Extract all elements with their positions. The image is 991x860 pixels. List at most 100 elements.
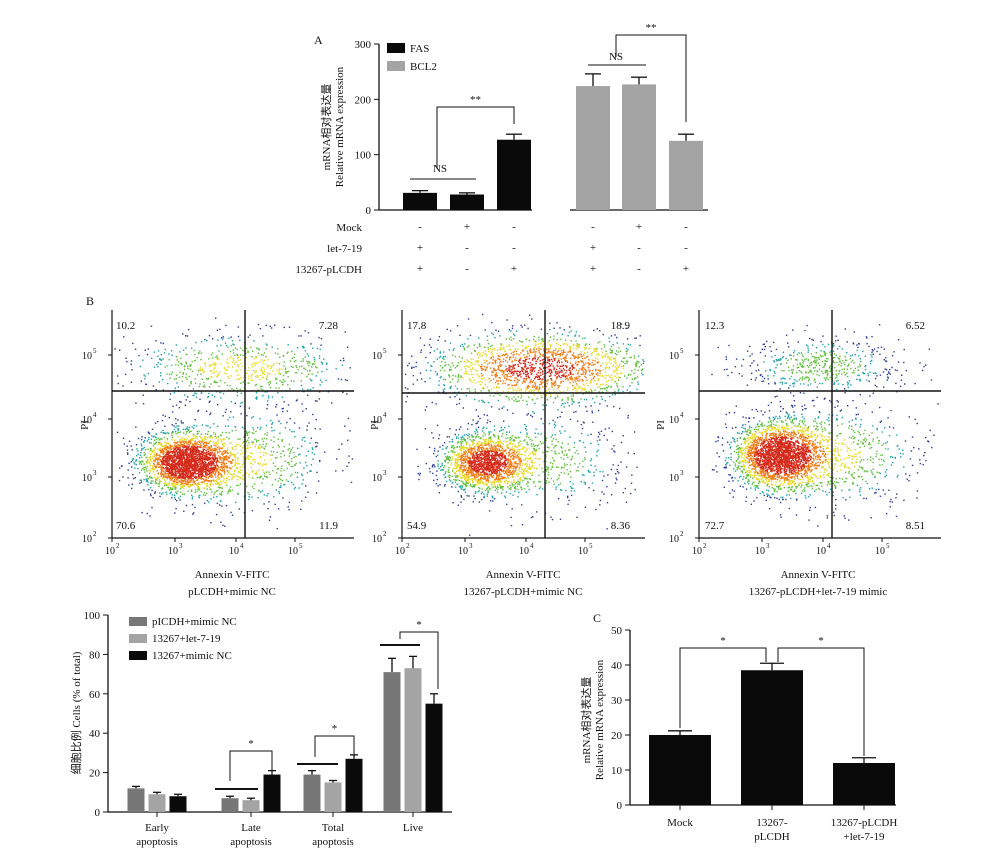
- flow-dot: [184, 468, 187, 471]
- flow-dot: [190, 484, 192, 486]
- flow-dot: [462, 476, 464, 478]
- flow-dot: [171, 452, 174, 454]
- flow-dot: [231, 453, 234, 455]
- flow-dot: [197, 432, 199, 434]
- flow-dot: [143, 441, 145, 443]
- flow-dot: [162, 429, 164, 432]
- flow-dot: [188, 448, 190, 450]
- flow-plot-2-sublabel: 13267-pLCDH+mimic NC: [464, 586, 583, 598]
- flow-dot: [463, 450, 465, 452]
- flow-dot: [465, 467, 468, 469]
- flow-dot: [478, 501, 481, 503]
- flow-dot: [210, 445, 212, 447]
- flow-dot: [273, 451, 275, 453]
- flow-dot: [230, 375, 232, 377]
- flow-dot: [167, 443, 170, 445]
- flow-dot: [485, 459, 487, 461]
- flow-dot: [215, 317, 217, 319]
- flow-dot: [513, 452, 515, 454]
- flow-dot: [203, 381, 205, 384]
- flow-dot: [171, 473, 174, 476]
- flow-dot: [253, 357, 255, 360]
- flow-dot: [256, 398, 258, 400]
- flow-dot: [206, 459, 208, 461]
- flow-dot: [168, 489, 170, 491]
- flow-dot: [167, 453, 169, 455]
- flow-dot: [486, 476, 489, 479]
- flow-dot: [265, 356, 267, 358]
- flow-dot: [235, 369, 237, 371]
- flow-dot: [231, 489, 234, 491]
- flow-dot: [299, 453, 301, 455]
- flow-dot: [508, 431, 511, 433]
- flow-dot: [211, 437, 214, 439]
- flow-dot: [192, 478, 194, 480]
- flow-dot: [168, 468, 170, 470]
- flow-dot: [258, 447, 260, 449]
- flow-dot: [175, 481, 177, 483]
- flow-dot: [164, 366, 166, 368]
- flow-dot: [263, 363, 265, 365]
- flow-dot: [342, 469, 344, 472]
- flow-dot: [192, 457, 194, 459]
- flow-dot: [175, 463, 178, 465]
- flow-dot: [453, 467, 456, 470]
- flow-dot: [503, 472, 505, 475]
- flow-dot: [146, 470, 148, 472]
- flow-dot: [189, 480, 191, 482]
- flow-dot: [209, 457, 211, 459]
- flow-dot: [307, 388, 309, 391]
- flow-dot: [479, 487, 481, 490]
- flow-dot: [161, 461, 163, 463]
- flow-dot: [205, 461, 207, 464]
- flow-dot: [135, 444, 138, 446]
- flow-dot: [281, 368, 283, 370]
- flow-dot: [196, 442, 198, 444]
- flow-dot: [227, 471, 229, 474]
- flow-dot: [192, 475, 194, 477]
- flow-dot: [166, 464, 168, 467]
- flow-dot: [302, 388, 304, 390]
- flow-dot: [460, 468, 462, 470]
- flow-dot: [165, 491, 167, 493]
- flow-dot: [154, 491, 156, 493]
- flow-dot: [184, 444, 186, 447]
- flow-dot: [182, 463, 185, 465]
- flow-dot: [148, 476, 151, 478]
- flow-dot: [464, 452, 466, 455]
- flow-dot: [232, 352, 235, 354]
- flow-dot: [475, 468, 478, 470]
- flow-dot: [201, 424, 204, 426]
- flow-dot: [251, 417, 253, 419]
- flow-dot: [203, 482, 205, 484]
- flow-dot: [177, 386, 180, 388]
- flow-dot: [504, 454, 507, 457]
- flow-dot: [502, 489, 504, 491]
- flow-dot: [175, 450, 177, 452]
- flow-dot: [214, 381, 217, 383]
- flow-plot-xtick-exp: 2: [116, 542, 120, 550]
- flow-dot: [151, 506, 153, 509]
- flow-dot: [176, 466, 179, 468]
- flow-dot: [217, 436, 220, 438]
- flow-dot: [259, 455, 262, 458]
- flow-dot: [205, 474, 207, 476]
- flow-dot: [304, 496, 307, 498]
- flow-dot: [271, 346, 273, 348]
- flow-dot: [117, 382, 119, 385]
- flow-dot: [454, 486, 457, 488]
- flow-dot: [271, 423, 273, 425]
- flow-dot: [505, 437, 507, 440]
- flow-dot: [182, 441, 184, 443]
- flow-dot: [178, 480, 181, 483]
- flow-dot: [235, 466, 237, 469]
- flow-dot: [475, 491, 477, 493]
- flow-dot: [150, 494, 152, 497]
- flow-dot: [267, 493, 269, 495]
- flow-dot: [460, 446, 462, 448]
- flow-dot: [212, 479, 215, 481]
- flow-dot: [485, 427, 488, 429]
- flow-dot: [469, 459, 472, 461]
- flow-dot: [202, 385, 205, 388]
- flow-dot: [173, 378, 176, 380]
